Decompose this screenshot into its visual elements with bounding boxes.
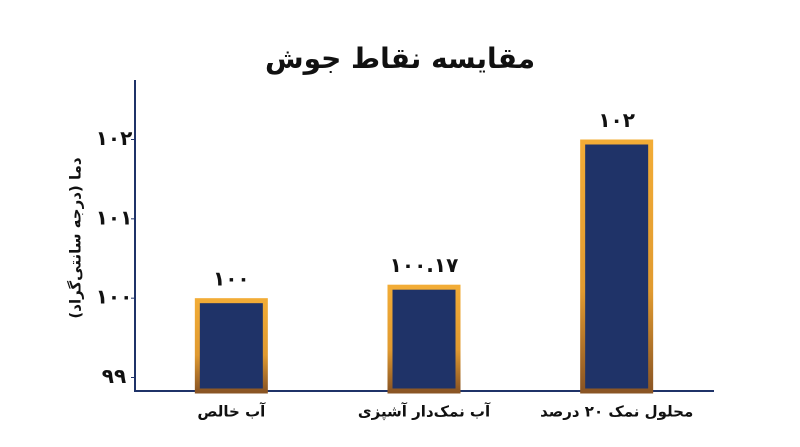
y-tick-label: ۱۰۲ bbox=[96, 126, 133, 150]
y-axis-label: دما (درجه سانتی‌گراد) bbox=[67, 157, 85, 319]
y-tick-label: ۹۹ bbox=[102, 364, 126, 388]
x-tick-label: آب نمک‌دار آشپزی bbox=[358, 403, 491, 422]
value-label: ۱۰۲ bbox=[598, 108, 635, 132]
y-tick-label: ۱۰۱ bbox=[96, 205, 133, 229]
x-tick-label: آب خالص bbox=[197, 403, 266, 421]
y-tick-label: ۱۰۰ bbox=[96, 285, 133, 309]
value-label: ۱۰۰ bbox=[213, 267, 250, 291]
bar bbox=[387, 284, 461, 394]
bar bbox=[194, 298, 268, 394]
value-label: ۱۰۰.۱۷ bbox=[390, 253, 459, 277]
chart-title: مقایسه نقاط جوش bbox=[265, 42, 535, 75]
x-tick-label: محلول نمک ۲۰ درصد bbox=[540, 403, 693, 421]
bar bbox=[580, 139, 654, 394]
